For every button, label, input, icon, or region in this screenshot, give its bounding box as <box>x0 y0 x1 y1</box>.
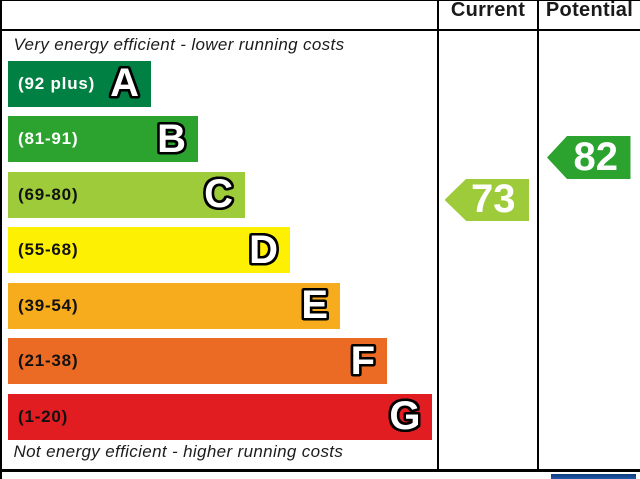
current-column-header: Current <box>450 0 526 21</box>
potential-score-arrow: 82 <box>547 136 631 179</box>
header-separator-line <box>0 29 640 32</box>
current-score-arrow: 73 <box>444 178 529 222</box>
band-b-range-label: (81-91) <box>18 129 79 148</box>
band-e-letter: E <box>301 283 328 327</box>
chart-top-border <box>0 0 640 2</box>
band-g-range-label: (1-20) <box>18 406 69 426</box>
eu-flag-top-edge <box>551 474 636 479</box>
band-c-range-label: (69-80) <box>18 184 79 204</box>
very-energy-efficient-caption: Very energy efficient - lower running co… <box>13 34 345 54</box>
band-d-range-label: (55-68) <box>18 240 79 259</box>
band-e: (39-54) E <box>8 282 340 329</box>
band-a-range-label: (92 plus) <box>18 73 96 93</box>
band-d-letter: D <box>249 227 278 272</box>
band-a-letter: A <box>110 61 139 105</box>
band-g-letter: G <box>389 394 421 438</box>
band-c: (69-80) C <box>8 171 245 218</box>
chart-bottom-border <box>0 469 640 472</box>
band-b-letter: B <box>157 116 186 161</box>
band-f: (21-38) F <box>8 338 387 384</box>
current-column-divider <box>436 0 439 472</box>
chart-left-border <box>0 0 3 479</box>
band-a: (92 plus) A <box>8 60 151 107</box>
potential-column-header: Potential <box>545 0 634 21</box>
not-energy-efficient-caption: Not energy efficient - higher running co… <box>13 441 344 461</box>
band-f-letter: F <box>350 338 375 383</box>
band-f-range-label: (21-38) <box>18 351 79 370</box>
band-c-letter: C <box>204 172 233 216</box>
band-e-range-label: (39-54) <box>18 295 79 315</box>
band-b: (81-91) B <box>8 116 198 162</box>
band-g: (1-20) G <box>8 393 432 440</box>
potential-column-divider <box>536 0 539 472</box>
band-d: (55-68) D <box>8 227 290 273</box>
